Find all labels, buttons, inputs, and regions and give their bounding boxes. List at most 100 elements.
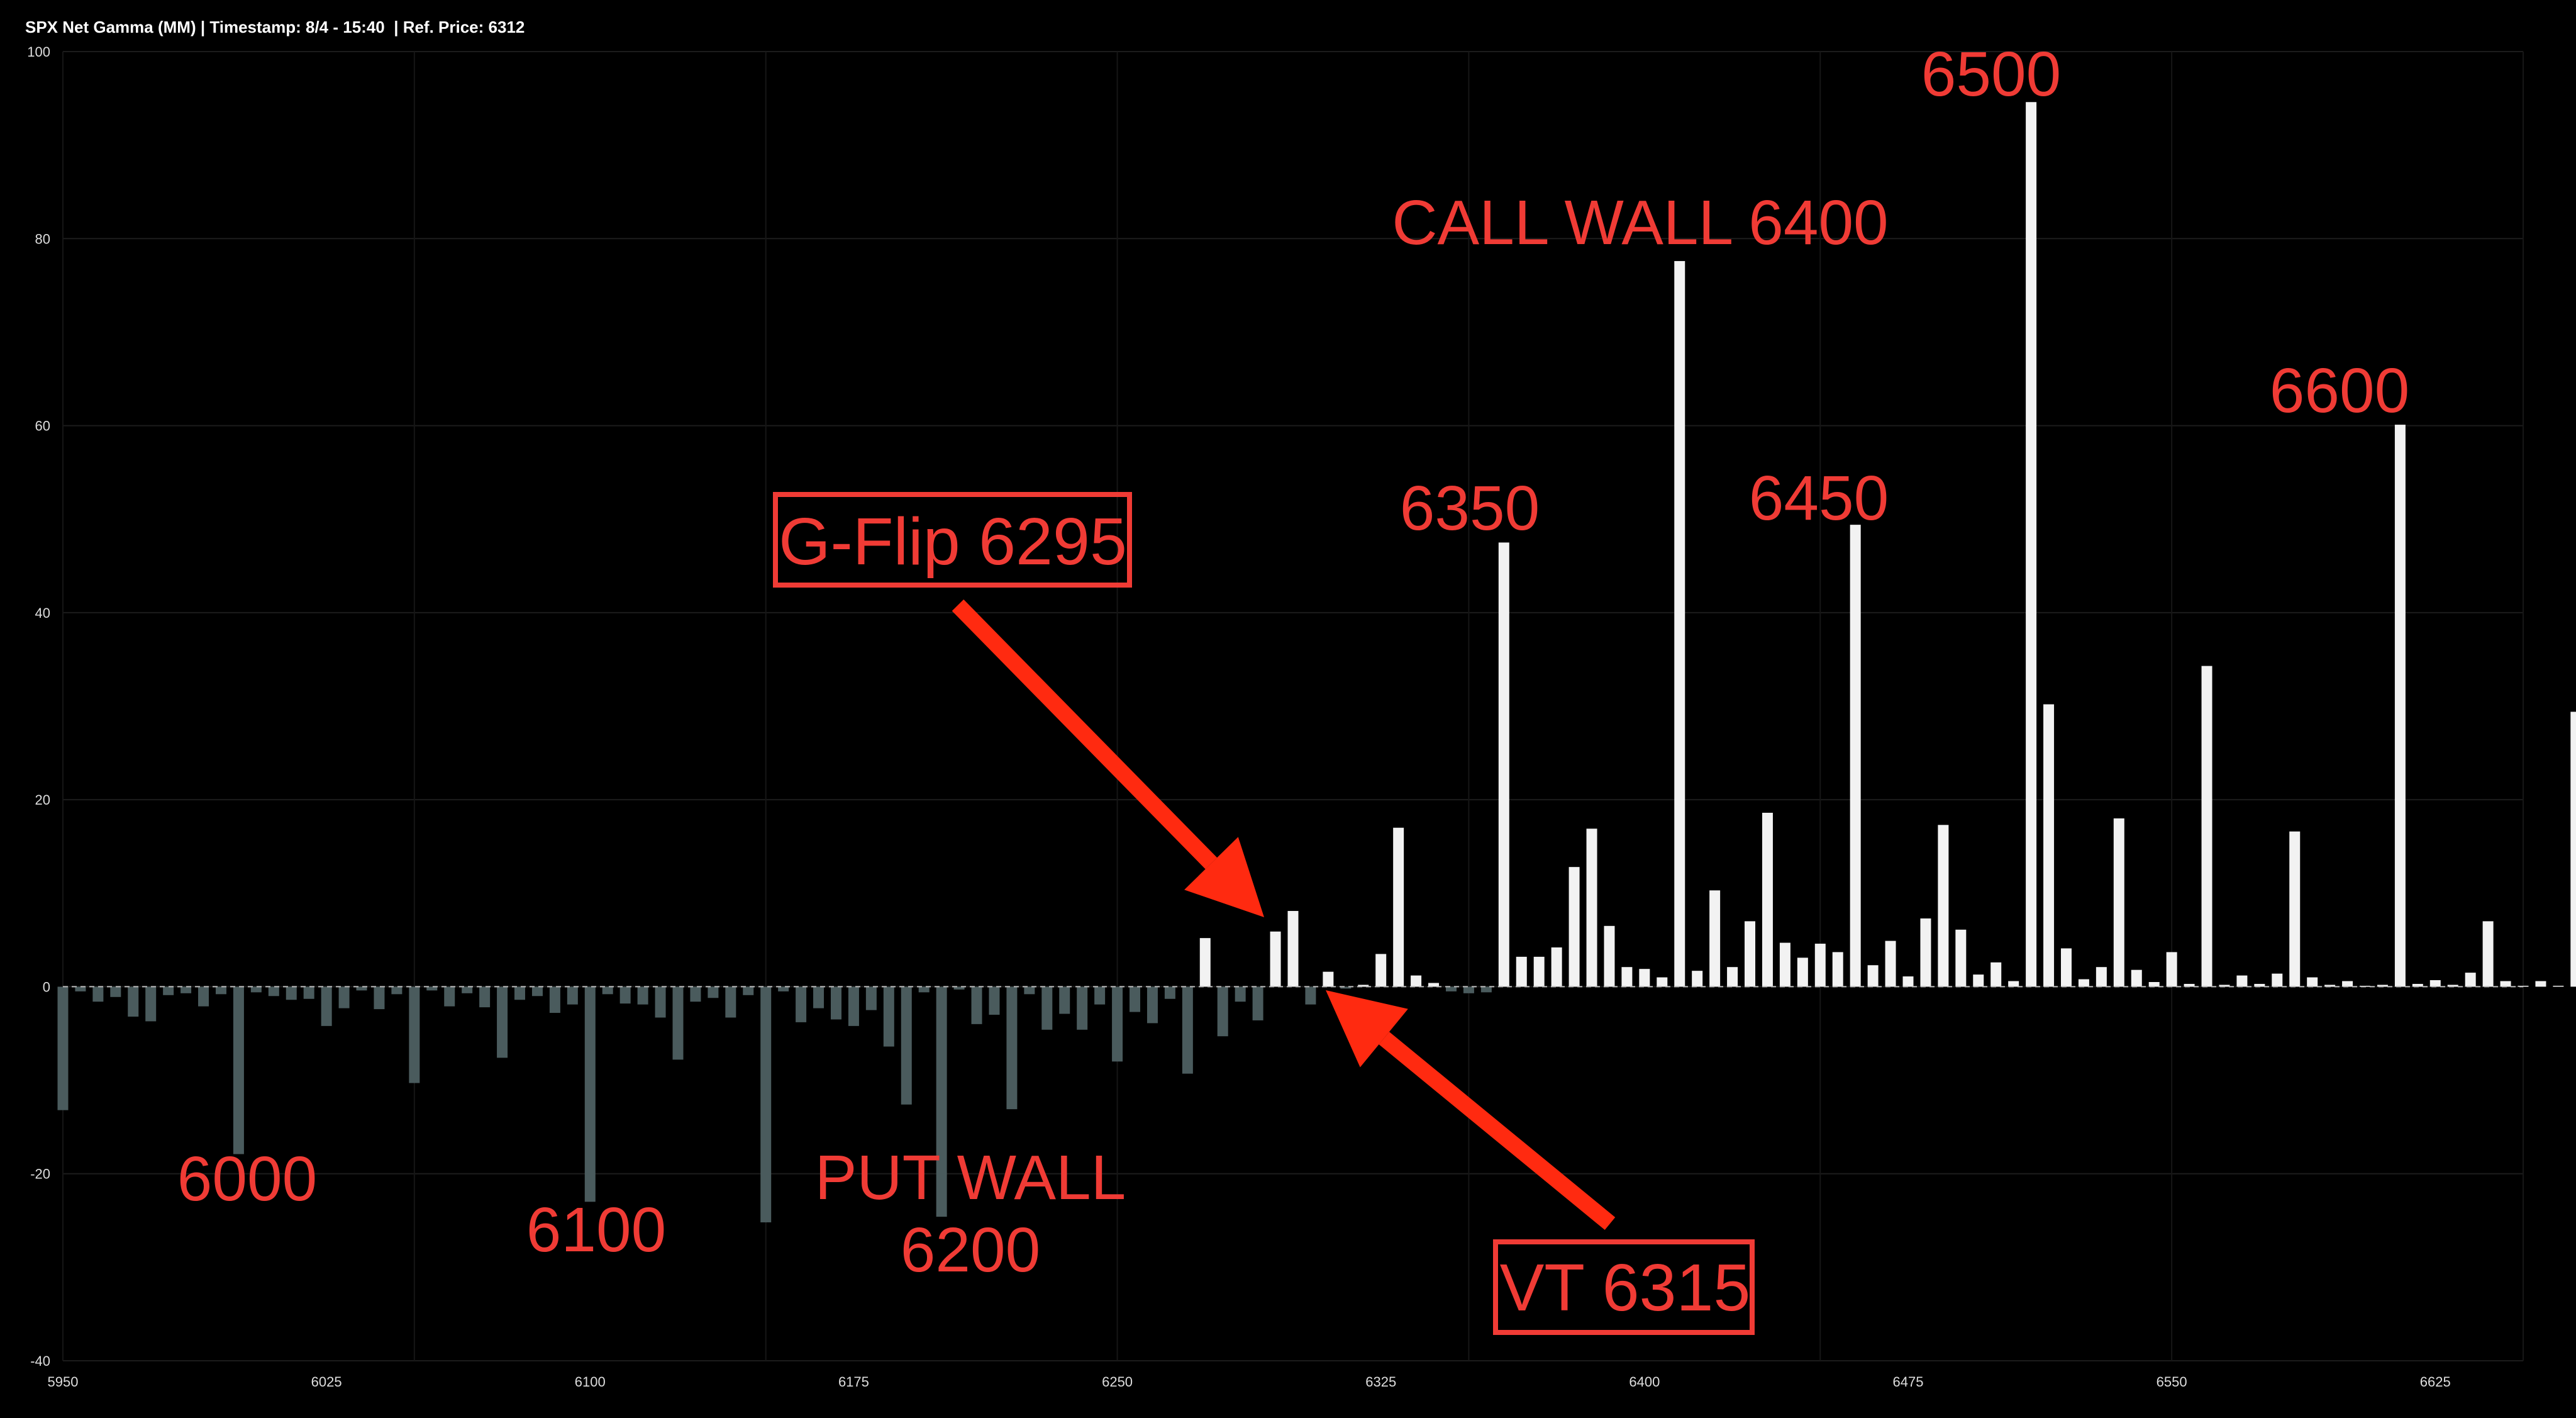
gamma-bar xyxy=(813,986,824,1008)
gamma-bar xyxy=(233,986,244,1154)
gamma-bar xyxy=(57,986,69,1110)
gamma-bar xyxy=(2008,981,2019,987)
y-tick-label: -40 xyxy=(30,1353,50,1369)
x-tick-label: 6625 xyxy=(2420,1374,2451,1390)
gamma-bar xyxy=(2535,981,2546,987)
gamma-bar xyxy=(1727,967,1738,987)
gamma-bar xyxy=(409,986,420,1083)
gamma-bar xyxy=(1797,957,1808,987)
gamma-bar xyxy=(1779,942,1790,987)
gamma-bar xyxy=(1428,983,1440,987)
annotation-label: CALL WALL 6400 xyxy=(1392,187,1888,258)
gamma-bar xyxy=(1393,827,1404,987)
gamma-bar xyxy=(1480,986,1492,993)
annotation-label: 6000 xyxy=(177,1144,317,1214)
x-tick-label: 6025 xyxy=(311,1374,342,1390)
gamma-bar xyxy=(479,986,491,1008)
gamma-bar xyxy=(1885,941,1896,987)
gamma-bar xyxy=(1973,974,1984,987)
gamma-bar xyxy=(1639,969,1650,987)
gamma-bar xyxy=(1604,925,1615,987)
gamma-bar xyxy=(2078,979,2089,987)
gamma-bar xyxy=(531,986,543,997)
arrow-head xyxy=(1184,837,1264,917)
gamma-bar xyxy=(655,986,666,1018)
y-tick-label: 80 xyxy=(35,231,50,247)
gamma-bar xyxy=(796,986,807,1022)
gamma-bar xyxy=(2500,981,2511,987)
gamma-bar xyxy=(1832,952,1843,987)
arrow-shaft xyxy=(952,599,1218,869)
gamma-bar xyxy=(1358,985,1369,987)
gamma-bar xyxy=(725,986,736,1018)
gamma-bar xyxy=(690,986,701,1002)
y-tick-label: 40 xyxy=(35,605,50,621)
x-tick-label: 6400 xyxy=(1629,1374,1660,1390)
x-tick-label: 6175 xyxy=(838,1374,869,1390)
gamma-bar xyxy=(1621,967,1633,987)
gamma-bar xyxy=(953,986,965,990)
gamma-bar xyxy=(1323,971,1334,987)
gamma-bar xyxy=(883,986,894,1047)
gamma-bar xyxy=(1657,977,1668,987)
gamma-bar xyxy=(374,986,385,1010)
x-tick-label: 6250 xyxy=(1102,1374,1133,1390)
gamma-bar xyxy=(1411,975,1422,987)
gamma-bar xyxy=(760,986,772,1223)
gamma-bar xyxy=(444,986,455,1007)
annotation-box xyxy=(1493,1239,1755,1335)
gamma-bar xyxy=(2412,983,2423,987)
gamma-bar xyxy=(110,986,121,997)
gamma-bar xyxy=(250,986,262,993)
gamma-bar xyxy=(637,986,648,1005)
gamma-bar xyxy=(708,986,719,998)
gamma-bar xyxy=(1340,986,1352,989)
gamma-bar xyxy=(2482,921,2494,987)
annotation-label: 6200 xyxy=(901,1215,1040,1285)
gamma-bar xyxy=(778,986,789,991)
gamma-bar xyxy=(989,986,1000,1015)
gamma-bar xyxy=(1533,956,1545,987)
gamma-bar xyxy=(1902,976,1914,987)
gamma-bar xyxy=(2447,985,2458,987)
gamma-bar xyxy=(303,986,314,999)
gamma-bar xyxy=(1920,918,1931,987)
gamma-bar xyxy=(743,986,754,995)
gamma-bar xyxy=(1674,260,1685,987)
gamma-bar xyxy=(1235,986,1246,1002)
gamma-bar xyxy=(567,986,578,1005)
gamma-bar xyxy=(497,986,508,1058)
gamma-bar xyxy=(1077,986,1088,1030)
gamma-bar xyxy=(2166,952,2177,987)
gamma-bar xyxy=(75,986,86,991)
annotation-label: 6450 xyxy=(1749,463,1889,533)
annotation-box xyxy=(773,492,1132,588)
gamma-bar xyxy=(1252,986,1263,1020)
gamma-bar xyxy=(549,986,560,1013)
gamma-bar xyxy=(215,986,226,995)
gamma-bar xyxy=(1130,986,1141,1012)
x-tick-label: 5950 xyxy=(48,1374,79,1390)
gamma-bar xyxy=(1745,921,1756,987)
gamma-bar xyxy=(2201,666,2212,987)
annotation-label: 6100 xyxy=(526,1195,666,1265)
x-tick-label: 6550 xyxy=(2157,1374,2187,1390)
gamma-bar xyxy=(356,986,367,991)
gamma-bar xyxy=(2254,983,2265,987)
y-tick-label: 20 xyxy=(35,792,50,808)
gamma-bar xyxy=(2113,818,2124,987)
arrow-shaft xyxy=(1379,1032,1616,1231)
gamma-bar xyxy=(1112,986,1123,1062)
gamma-bar xyxy=(163,986,174,995)
gamma-bar xyxy=(2026,102,2037,987)
gamma-bar xyxy=(918,986,930,993)
gamma-bar xyxy=(2060,948,2072,987)
gamma-bar xyxy=(268,986,279,997)
gamma-bar xyxy=(1094,986,1106,1005)
gamma-bar xyxy=(1709,890,1721,987)
gamma-bar xyxy=(848,986,859,1026)
gamma-bar xyxy=(602,986,613,995)
gamma-bar xyxy=(1445,986,1457,991)
gamma-bar xyxy=(2272,973,2283,987)
gamma-bar xyxy=(2096,967,2107,987)
